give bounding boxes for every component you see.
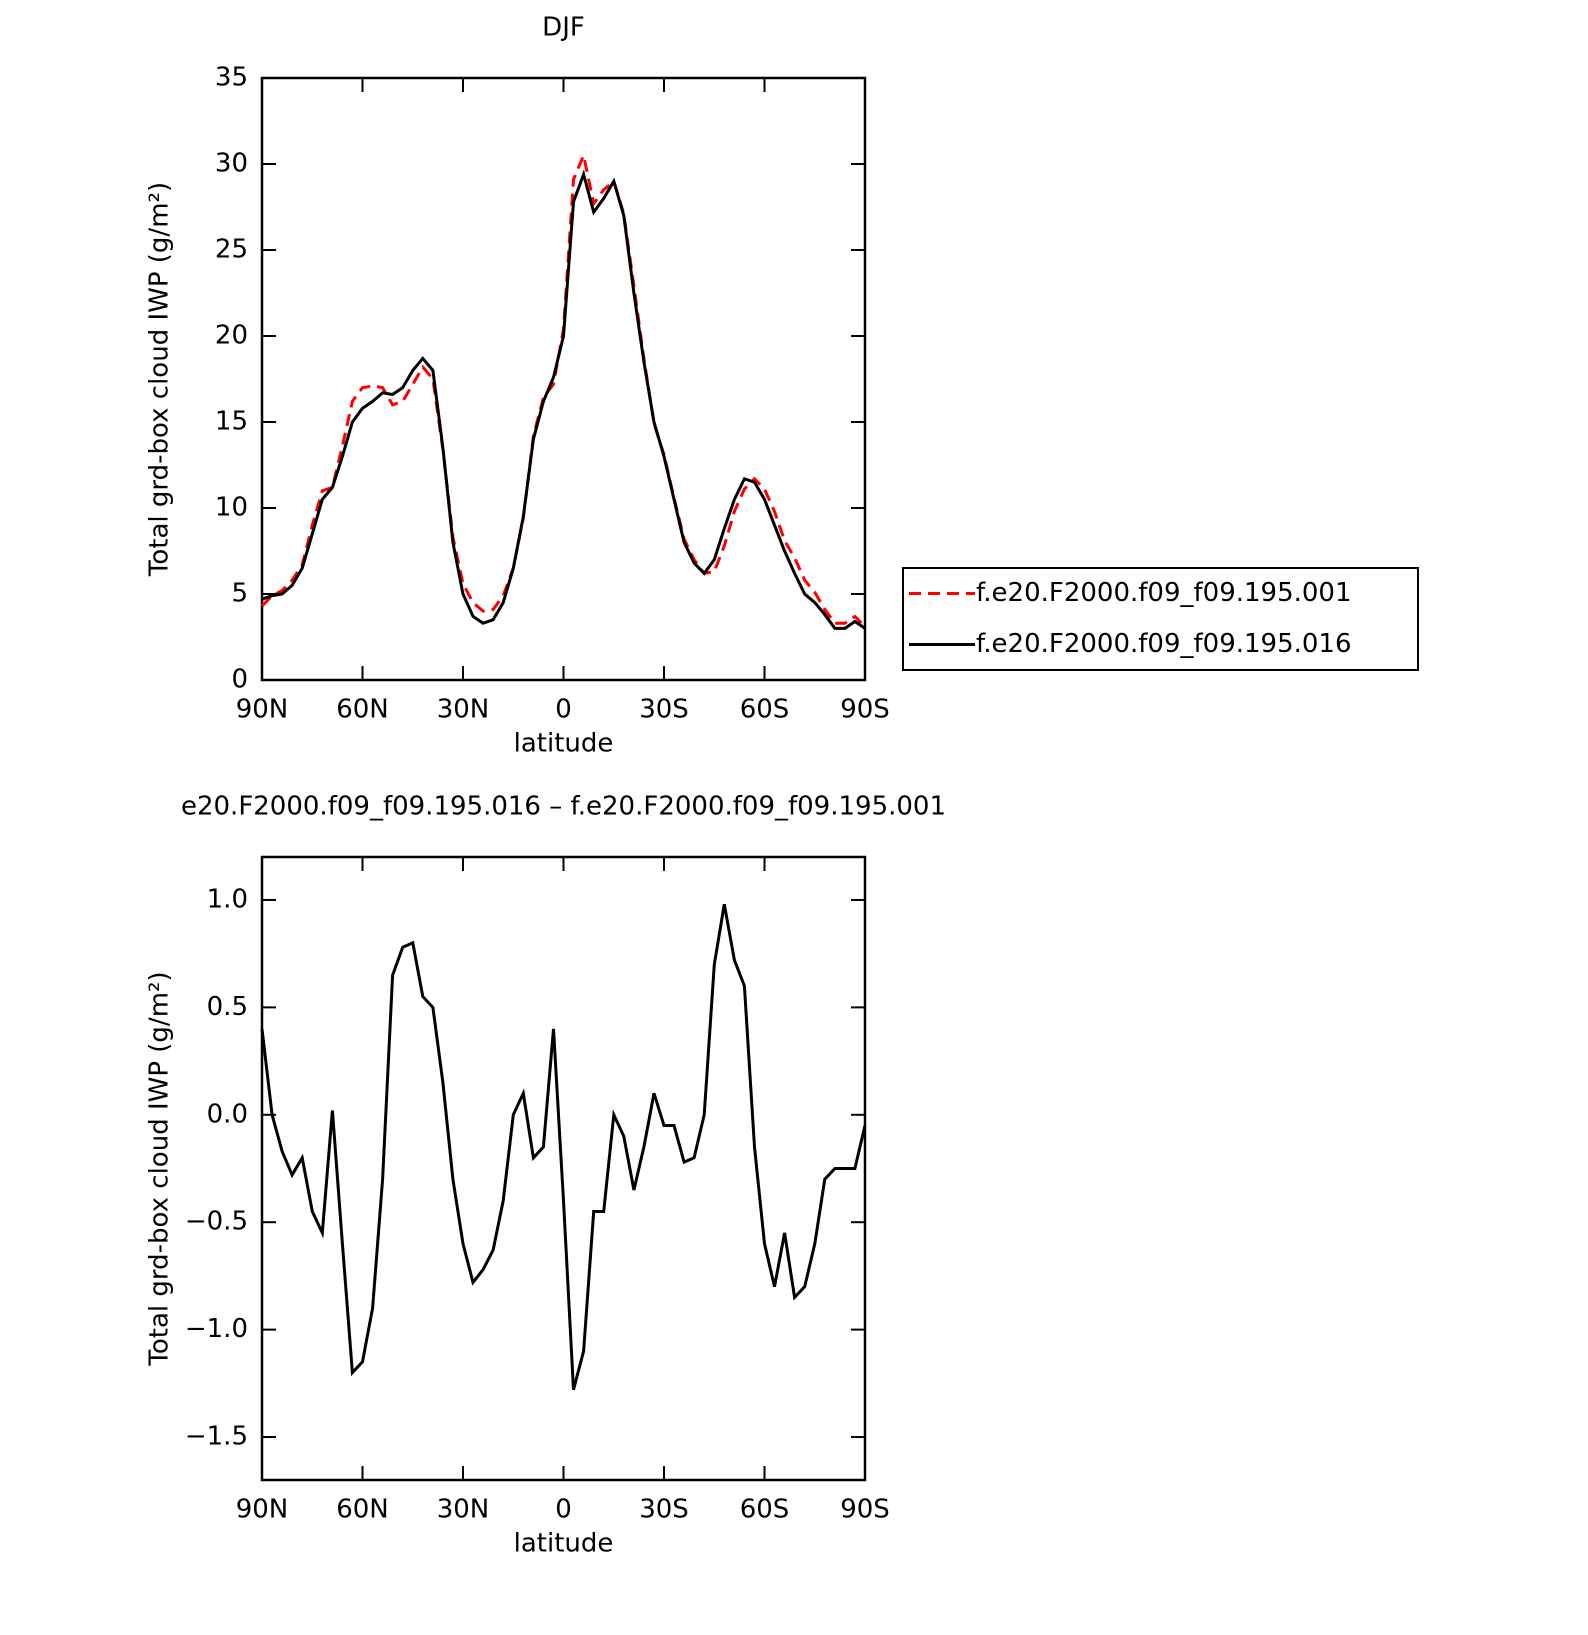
- plot-frame: [260, 76, 867, 682]
- y-tick-label: 20: [215, 321, 248, 351]
- y-tick-label: 15: [215, 407, 248, 437]
- legend-label: f.e20.F2000.f09_f09.195.001: [976, 578, 1352, 608]
- x-tick-label: 90N: [236, 695, 289, 725]
- x-tick-label: 60N: [336, 695, 389, 725]
- x-tick-label: 90S: [840, 695, 890, 725]
- x-tick-label: 0: [555, 1495, 572, 1525]
- y-tick-label: 35: [215, 63, 248, 93]
- series-line: [261, 169, 866, 630]
- x-tick-label: 30N: [437, 695, 490, 725]
- x-tick-label: 90N: [236, 1495, 289, 1525]
- y-tick-label: −1.0: [185, 1314, 248, 1344]
- y-tick-label: 30: [215, 149, 248, 179]
- x-axis-label: latitude: [514, 729, 614, 759]
- y-tick-label: −0.5: [185, 1207, 248, 1237]
- y-tick-label: −1.5: [185, 1422, 248, 1452]
- chart-title: DJF: [542, 13, 585, 43]
- y-tick-label: 0: [231, 665, 248, 695]
- series-line: [260, 904, 867, 1391]
- legend-label: f.e20.F2000.f09_f09.195.016: [976, 629, 1352, 659]
- y-tick-label: 0.0: [207, 1099, 248, 1129]
- plot-frame: [260, 855, 867, 1482]
- y-tick-label: 5: [231, 579, 248, 609]
- legend-box: [902, 567, 1419, 671]
- y-tick-label: 0.5: [207, 992, 248, 1022]
- y-tick-label: 1.0: [207, 884, 248, 914]
- x-tick-label: 30S: [639, 695, 689, 725]
- x-tick-label: 60S: [740, 1495, 790, 1525]
- y-axis-label: Total grd-box cloud IWP (g/m²): [145, 182, 175, 577]
- x-tick-label: 60S: [740, 695, 790, 725]
- y-axis-label: Total grd-box cloud IWP (g/m²): [145, 971, 175, 1366]
- x-tick-label: 60N: [336, 1495, 389, 1525]
- series-line: [260, 150, 867, 628]
- x-axis-label: latitude: [514, 1529, 614, 1559]
- x-tick-label: 0: [555, 695, 572, 725]
- y-tick-label: 25: [215, 235, 248, 265]
- x-tick-label: 30S: [639, 1495, 689, 1525]
- x-tick-label: 30N: [437, 1495, 490, 1525]
- x-tick-label: 90S: [840, 1495, 890, 1525]
- chart-title: e20.F2000.f09_f09.195.016 – f.e20.F2000.…: [181, 792, 946, 822]
- y-tick-label: 10: [215, 493, 248, 523]
